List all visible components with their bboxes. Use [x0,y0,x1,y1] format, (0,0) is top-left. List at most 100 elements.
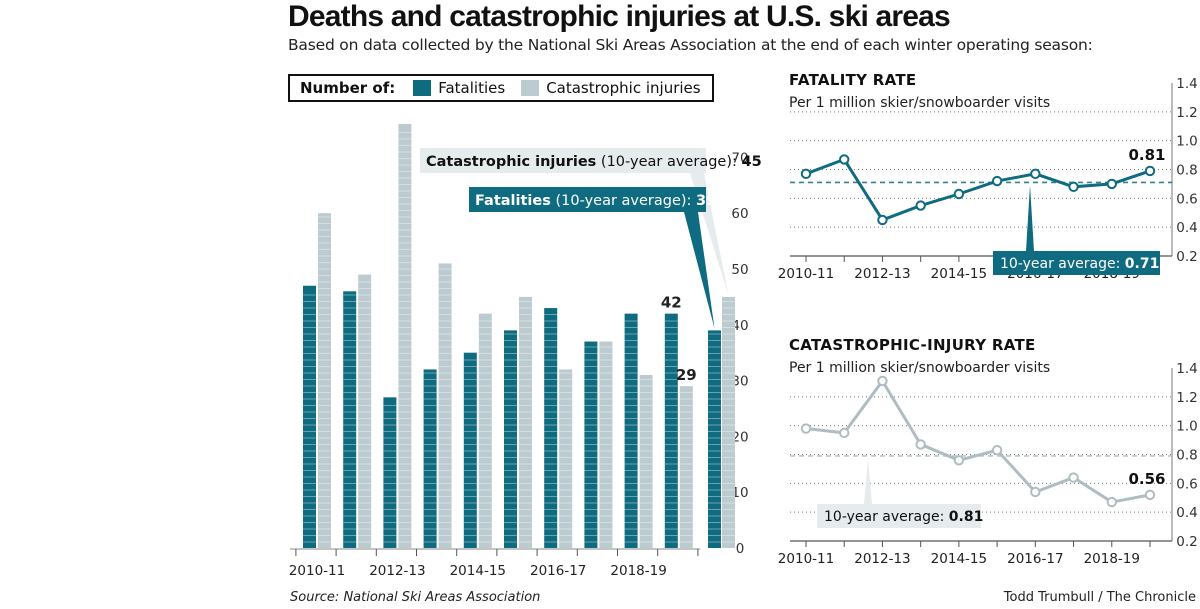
data-label-catastrophic-injuries: 29 [676,366,697,384]
fatality-rate-subtitle: Per 1 million skier/snowboarder visits [789,95,1050,111]
bar-catastrophic-injuries-2015-16 [519,296,532,548]
catastrophic-injury-rate-point-2015-16 [991,444,1003,456]
credit-line: Todd Trumbull / The Chronicle [1003,590,1196,605]
catastrophic-injury-rate-point-2019-20 [1144,489,1156,501]
y-tick-label-70: 70 [731,150,748,166]
fatality-rate-x-tick-label-2010-11: 2010-11 [778,266,834,282]
bar-catastrophic-injuries-2010-11 [318,213,331,548]
x-tick-label-2010-11: 2010-11 [289,563,345,579]
fatality-rate-point-2011-12 [839,154,850,165]
catastrophic-injury-rate-average-label: 10-year average: 0.81 [824,509,983,525]
catastrophic-injury-rate-point-2014-15 [953,455,965,466]
catastrophic-injury-rate-y-tick-label-0-4: 0.4 [1176,505,1197,521]
catastrophic-injury-rate-x-tick-label-2010-11: 2010-11 [778,551,834,567]
legend-item-catastrophic-injuries: Catastrophic injuries [521,79,701,97]
fatality-rate-average-box [993,251,1160,275]
fatality-rate-average-pointer [1026,185,1034,251]
catastrophic-injury-rate-y-tick-label-0-6: 0.6 [1176,476,1197,492]
fatality-rate-point-2013-14 [915,200,926,211]
catastrophic-injury-rate-series-line [805,378,1151,504]
fatality-rate-y-tick-label-0-4: 0.4 [1176,220,1197,236]
bar-catastrophic-injuries-2019-20 [679,386,693,548]
catastrophic-injury-rate-y-tick-label-0-2: 0.2 [1176,534,1197,550]
catastrophic-injury-rate-point-2012-13 [877,375,888,387]
fatality-rate-y-tick-label-1-0: 1.0 [1176,134,1197,150]
bar-fatalities-2014-15 [463,352,477,548]
data-label-fatalities: 42 [661,294,682,312]
bar-catastrophic-injuries-2016-17 [559,369,573,548]
y-tick-label-10: 10 [731,485,748,501]
chart-subtitle: Based on data collected by the National … [288,36,1093,54]
legend: Number of: Fatalities Catastrophic injur… [288,74,714,102]
fatality-rate-y-tick-label-1-4: 1.4 [1176,76,1197,92]
catastrophic-injury-rate-point-2016-17 [1030,486,1041,498]
catastrophic-injury-rate-subtitle: Per 1 million skier/snowboarder visits [789,360,1050,376]
fatality-rate-point-2017-18 [1068,181,1079,193]
x-tick-label-2016-17: 2016-17 [530,563,586,579]
bar-catastrophic-injuries-2014-15 [478,313,492,548]
catastrophic-injury-rate-point-2010-11 [800,423,812,434]
bar-catastrophic-injuries-2018-19 [639,375,653,548]
x-tick-label-2014-15: 2014-15 [450,563,506,579]
catastrophic-injury-rate-end-label: 0.56 [1128,470,1165,488]
source-note: Source: National Ski Areas Association [290,590,541,605]
fatality-rate-x-tick-label-2012-13: 2012-13 [854,266,910,282]
x-tick-label-2018-19: 2018-19 [610,563,666,579]
catastrophic-injury-rate-x-tick-label-2018-19: 2018-19 [1084,551,1140,567]
fatality-rate-y-tick-label-1-2: 1.2 [1176,105,1197,121]
legend-swatch-fatalities [413,80,432,96]
fatality-rate-point-2010-11 [800,168,812,180]
bar-catastrophic-injuries-2012-13 [398,123,412,549]
callout-text-catastrophic-average: Catastrophic injuries (10-year average):… [426,154,762,170]
legend-item-fatalities: Fatalities [413,79,505,97]
catastrophic-injury-rate-point-2017-18 [1068,472,1079,483]
fatality-rate-x-tick-label-2014-15: 2014-15 [931,266,987,282]
catastrophic-injury-rate-average-box [817,504,981,528]
catastrophic-injury-rate-y-tick-label-1-0: 1.0 [1176,419,1197,435]
bar-fatalities-2018-19 [624,313,638,548]
fatality-rate-y-tick-label-0-6: 0.6 [1176,191,1197,207]
bar-fatalities-2016-17 [544,308,558,548]
y-tick-label-60: 60 [731,206,748,222]
y-tick-label-0: 0 [736,541,745,557]
fatality-rate-title: FATALITY RATE [789,71,916,89]
legend-text-fatalities: Fatalities [438,79,506,97]
legend-swatch-catastrophic-injuries [521,80,540,96]
catastrophic-injury-rate-title: CATASTROPHIC-INJURY RATE [789,336,1036,354]
fatality-rate-point-2012-13 [877,214,888,226]
fatality-rate-point-2015-16 [991,175,1003,187]
fatality-rate-point-2019-20 [1144,165,1156,177]
bar-catastrophic-injuries-2011-12 [358,274,372,548]
bar-fatalities-2012-13 [383,397,397,548]
catastrophic-injury-rate-x-tick-label-2016-17: 2016-17 [1007,551,1063,567]
callout-box-catastrophic-average [420,148,706,173]
callout-text-fatalities-average: Fatalities (10-year average): 39 [475,193,716,209]
fatality-rate-end-label: 0.81 [1128,146,1165,164]
fatality-rate-average-label: 10-year average: 0.71 [1000,256,1159,272]
fatality-rate-y-tick-label-0-8: 0.8 [1176,163,1197,179]
catastrophic-injury-rate-y-tick-label-1-2: 1.2 [1176,390,1197,406]
fatality-rate-point-2018-19 [1106,178,1117,190]
catastrophic-injury-rate-average-pointer [864,458,872,504]
callout-box-fatalities-average [469,187,706,212]
catastrophic-injury-rate-x-tick-label-2012-13: 2012-13 [854,551,910,567]
legend-text-catastrophic-injuries: Catastrophic injuries [546,79,701,97]
bar-fatalities-2019-20 [664,313,678,548]
x-tick-label-2012-13: 2012-13 [369,563,425,579]
catastrophic-injury-rate-x-tick-label-2014-15: 2014-15 [931,551,987,567]
y-tick-label-50: 50 [731,262,748,278]
legend-label: Number of: [300,79,396,97]
y-tick-label-30: 30 [731,374,748,390]
bar-fatalities-2010-11 [303,285,316,548]
bar-average-fatalities [708,330,721,548]
catastrophic-injury-rate-y-tick-label-1-4: 1.4 [1176,361,1197,377]
catastrophic-injury-rate-point-2013-14 [915,439,926,450]
catastrophic-injury-rate-point-2011-12 [839,427,850,439]
bar-average-catastrophic-injuries [722,296,735,548]
fatality-rate-series-line [805,157,1151,222]
y-tick-label-20: 20 [731,429,748,445]
fatality-rate-y-tick-label-0-2: 0.2 [1176,249,1197,265]
y-tick-label-40: 40 [731,318,748,334]
fatality-rate-point-2014-15 [953,188,965,200]
